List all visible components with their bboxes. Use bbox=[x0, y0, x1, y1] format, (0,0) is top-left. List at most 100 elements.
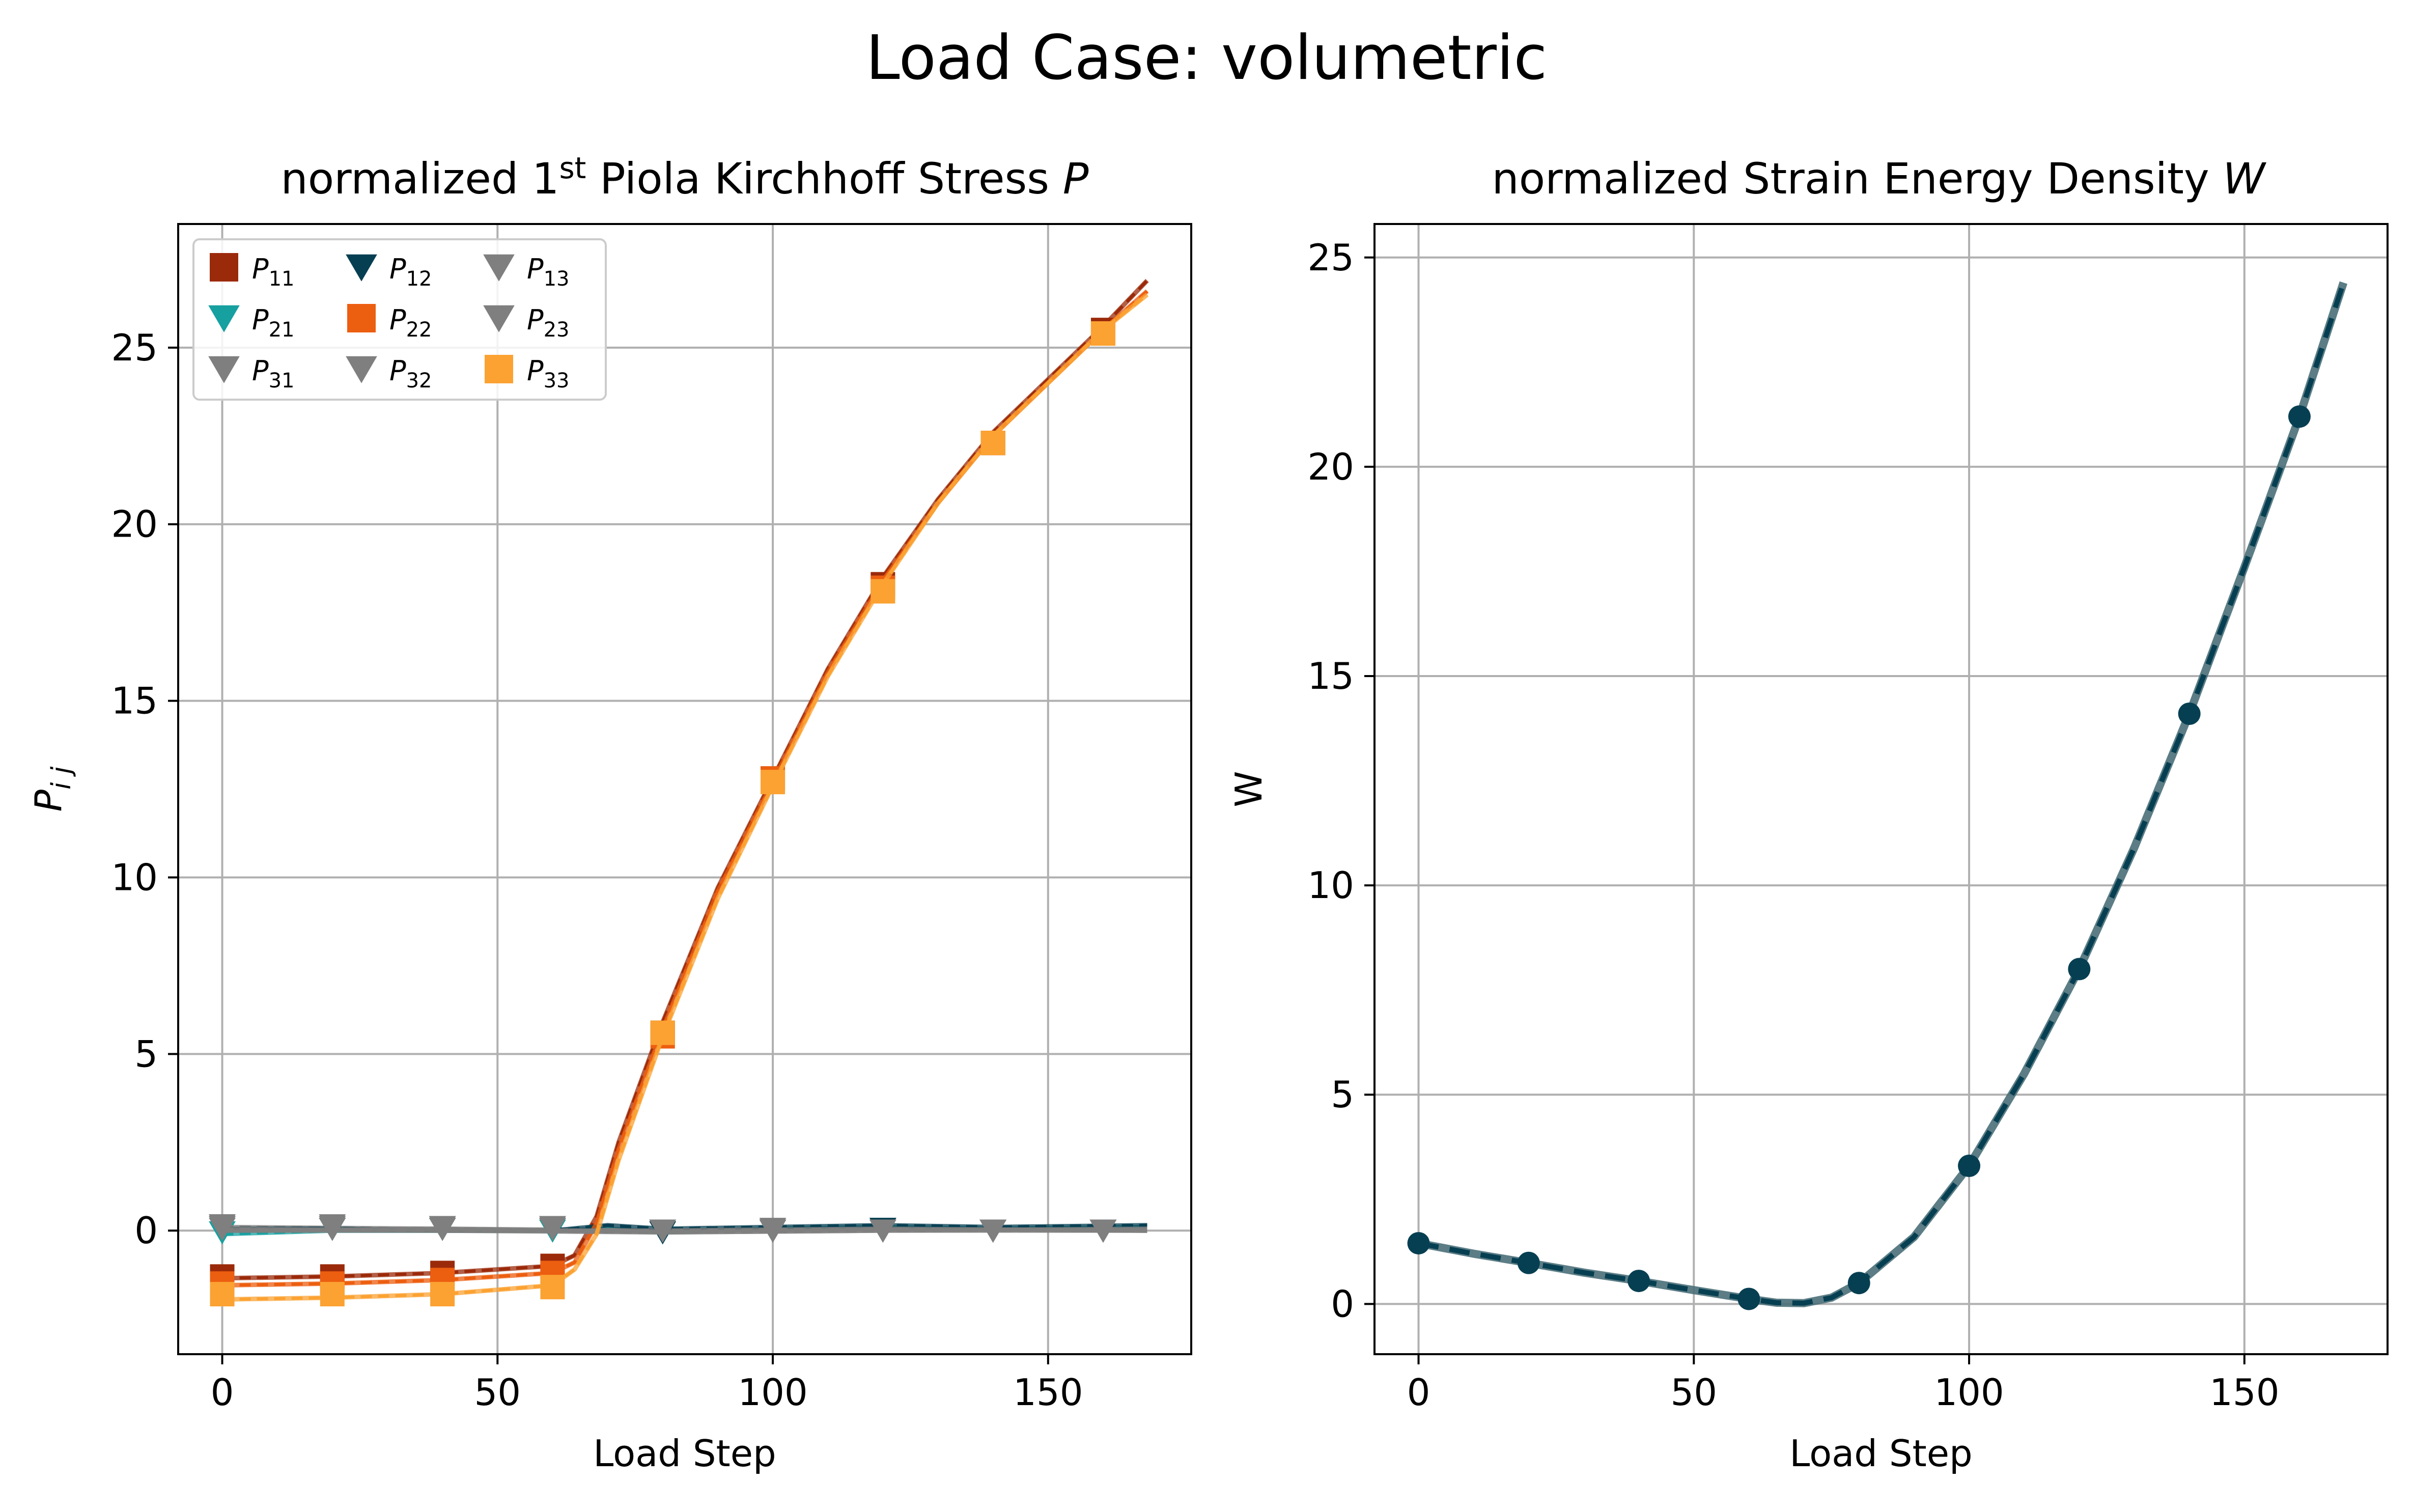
stress-chart-ytick-label: 0 bbox=[134, 1209, 158, 1252]
series-dashed-line-P11 bbox=[222, 279, 1148, 1280]
legend-label-P23: P23 bbox=[527, 304, 569, 342]
energy-chart-ytick-label: 0 bbox=[1331, 1282, 1354, 1325]
data-point-P23 bbox=[869, 1219, 896, 1243]
data-point-P23 bbox=[1089, 1219, 1117, 1243]
series-line-P11 bbox=[222, 278, 1149, 1281]
legend-entry-P11: P11 bbox=[210, 253, 294, 291]
figure-suptitle: Load Case: volumetric bbox=[866, 23, 1548, 94]
legend-label-P31: P31 bbox=[252, 355, 294, 393]
data-point-P33 bbox=[871, 579, 895, 604]
stress-chart-xtick-label: 0 bbox=[211, 1371, 234, 1414]
stress-chart-ticks: 0 50 100 150 0 5 10 15 20 25 bbox=[111, 326, 1083, 1414]
data-point-P23 bbox=[539, 1218, 566, 1241]
legend-entry-P12: P12 bbox=[346, 253, 432, 291]
series-line-W bbox=[1418, 281, 2348, 1307]
stress-chart-xlabel: Load Step bbox=[593, 1432, 776, 1475]
legend-marker-P11 bbox=[210, 253, 238, 282]
energy-chart-xlabel: Load Step bbox=[1789, 1432, 1973, 1475]
legend-entry-P33: P33 bbox=[485, 355, 569, 393]
data-point-W bbox=[1628, 1270, 1650, 1293]
stress-chart-ytick-label: 10 bbox=[111, 856, 158, 899]
stress-chart: normalized 1st Piola Kirchhoff Stress P … bbox=[27, 151, 1192, 1475]
energy-chart-series bbox=[1407, 281, 2348, 1310]
stress-chart-series bbox=[209, 278, 1149, 1307]
energy-chart-ytick-label: 25 bbox=[1307, 236, 1354, 279]
stress-chart-xtick-label: 150 bbox=[1013, 1371, 1083, 1414]
energy-chart-grid bbox=[1374, 224, 2388, 1354]
series-P23 bbox=[209, 1216, 1147, 1243]
data-point-P23 bbox=[209, 1216, 236, 1240]
energy-chart-title: normalized Strain Energy Density W bbox=[1492, 154, 2267, 204]
data-point-W bbox=[1517, 1251, 1540, 1274]
stress-chart-ytick-label: 5 bbox=[134, 1032, 158, 1075]
stress-chart-legend: P11 P21 P31 P12 P22 P32 P13 P23 P33 bbox=[192, 238, 607, 401]
stress-chart-title: normalized 1st Piola Kirchhoff Stress P bbox=[281, 151, 1089, 204]
legend-entry-P23: P23 bbox=[483, 304, 569, 342]
series-dashed-line-W bbox=[1418, 282, 2346, 1306]
data-point-P33 bbox=[650, 1020, 675, 1045]
legend-marker-P33 bbox=[485, 355, 513, 383]
energy-chart-ytick-label: 10 bbox=[1307, 864, 1354, 907]
energy-chart-ytick-label: 5 bbox=[1331, 1073, 1354, 1116]
stress-chart-ylabel: Pi j bbox=[27, 766, 77, 811]
data-point-P33 bbox=[761, 770, 785, 795]
data-point-W bbox=[1737, 1287, 1760, 1310]
legend-marker-P12 bbox=[346, 254, 377, 282]
data-point-P23 bbox=[649, 1219, 677, 1243]
legend-label-P22: P22 bbox=[389, 304, 432, 342]
legend-marker-P22 bbox=[347, 304, 376, 332]
series-P33 bbox=[210, 293, 1149, 1307]
stress-chart-frame bbox=[177, 223, 1192, 1355]
legend-label-P11: P11 bbox=[252, 253, 294, 291]
stress-chart-ytick-label: 20 bbox=[111, 503, 158, 546]
data-point-P23 bbox=[759, 1219, 787, 1243]
energy-chart-ytick-label: 20 bbox=[1307, 445, 1354, 488]
data-point-P33 bbox=[980, 431, 1005, 456]
legend-entry-P13: P13 bbox=[483, 253, 569, 291]
data-point-P33 bbox=[430, 1282, 455, 1307]
legend-label-P21: P21 bbox=[252, 304, 294, 342]
series-P22 bbox=[210, 289, 1149, 1296]
energy-chart-xtick-label: 0 bbox=[1407, 1371, 1430, 1414]
energy-chart-xtick-label: 150 bbox=[2209, 1371, 2279, 1414]
data-point-W bbox=[2068, 958, 2091, 981]
legend-marker-P13 bbox=[483, 254, 515, 282]
data-point-P33 bbox=[540, 1275, 565, 1300]
legend-marker-P21 bbox=[208, 305, 240, 332]
legend-marker-P23 bbox=[483, 305, 515, 332]
energy-chart-xtick-label: 100 bbox=[1934, 1371, 2004, 1414]
data-point-P33 bbox=[320, 1282, 345, 1307]
energy-chart: normalized Strain Energy Density W 0 50 10… bbox=[1227, 154, 2389, 1475]
legend-label-P12: P12 bbox=[389, 253, 432, 291]
legend-entry-P22: P22 bbox=[347, 304, 432, 342]
data-point-P33 bbox=[1090, 321, 1115, 346]
legend-marker-P32 bbox=[346, 356, 377, 383]
data-point-P23 bbox=[429, 1218, 456, 1241]
stress-chart-ytick-label: 25 bbox=[111, 326, 158, 369]
stress-chart-xtick-label: 100 bbox=[738, 1371, 807, 1414]
data-point-P23 bbox=[319, 1218, 346, 1241]
energy-chart-ylabel: W bbox=[1227, 771, 1270, 807]
data-point-W bbox=[1958, 1155, 1981, 1177]
series-P11 bbox=[210, 278, 1149, 1289]
series-line-P33 bbox=[222, 293, 1149, 1302]
data-point-W bbox=[1847, 1272, 1870, 1295]
legend-marker-P31 bbox=[208, 356, 240, 383]
energy-chart-xtick-label: 50 bbox=[1670, 1371, 1717, 1414]
legend-entry-P32: P32 bbox=[346, 355, 432, 393]
series-dashed-line-P33 bbox=[222, 293, 1148, 1301]
energy-chart-ticks: 0 50 100 150 0 5 10 15 20 25 bbox=[1307, 236, 2279, 1414]
legend-entry-P31: P31 bbox=[208, 355, 294, 393]
stress-chart-ytick-label: 15 bbox=[111, 680, 158, 722]
legend-label-P13: P13 bbox=[527, 253, 569, 291]
series-line-P22 bbox=[222, 289, 1149, 1288]
legend-entry-P21: P21 bbox=[208, 304, 294, 342]
data-point-W bbox=[1407, 1232, 1430, 1255]
energy-chart-frame bbox=[1373, 223, 2389, 1355]
series-W bbox=[1407, 281, 2348, 1310]
legend-label-P32: P32 bbox=[389, 355, 432, 393]
data-point-W bbox=[2178, 703, 2201, 725]
data-point-W bbox=[2288, 405, 2311, 428]
legend-label-P33: P33 bbox=[527, 355, 569, 393]
